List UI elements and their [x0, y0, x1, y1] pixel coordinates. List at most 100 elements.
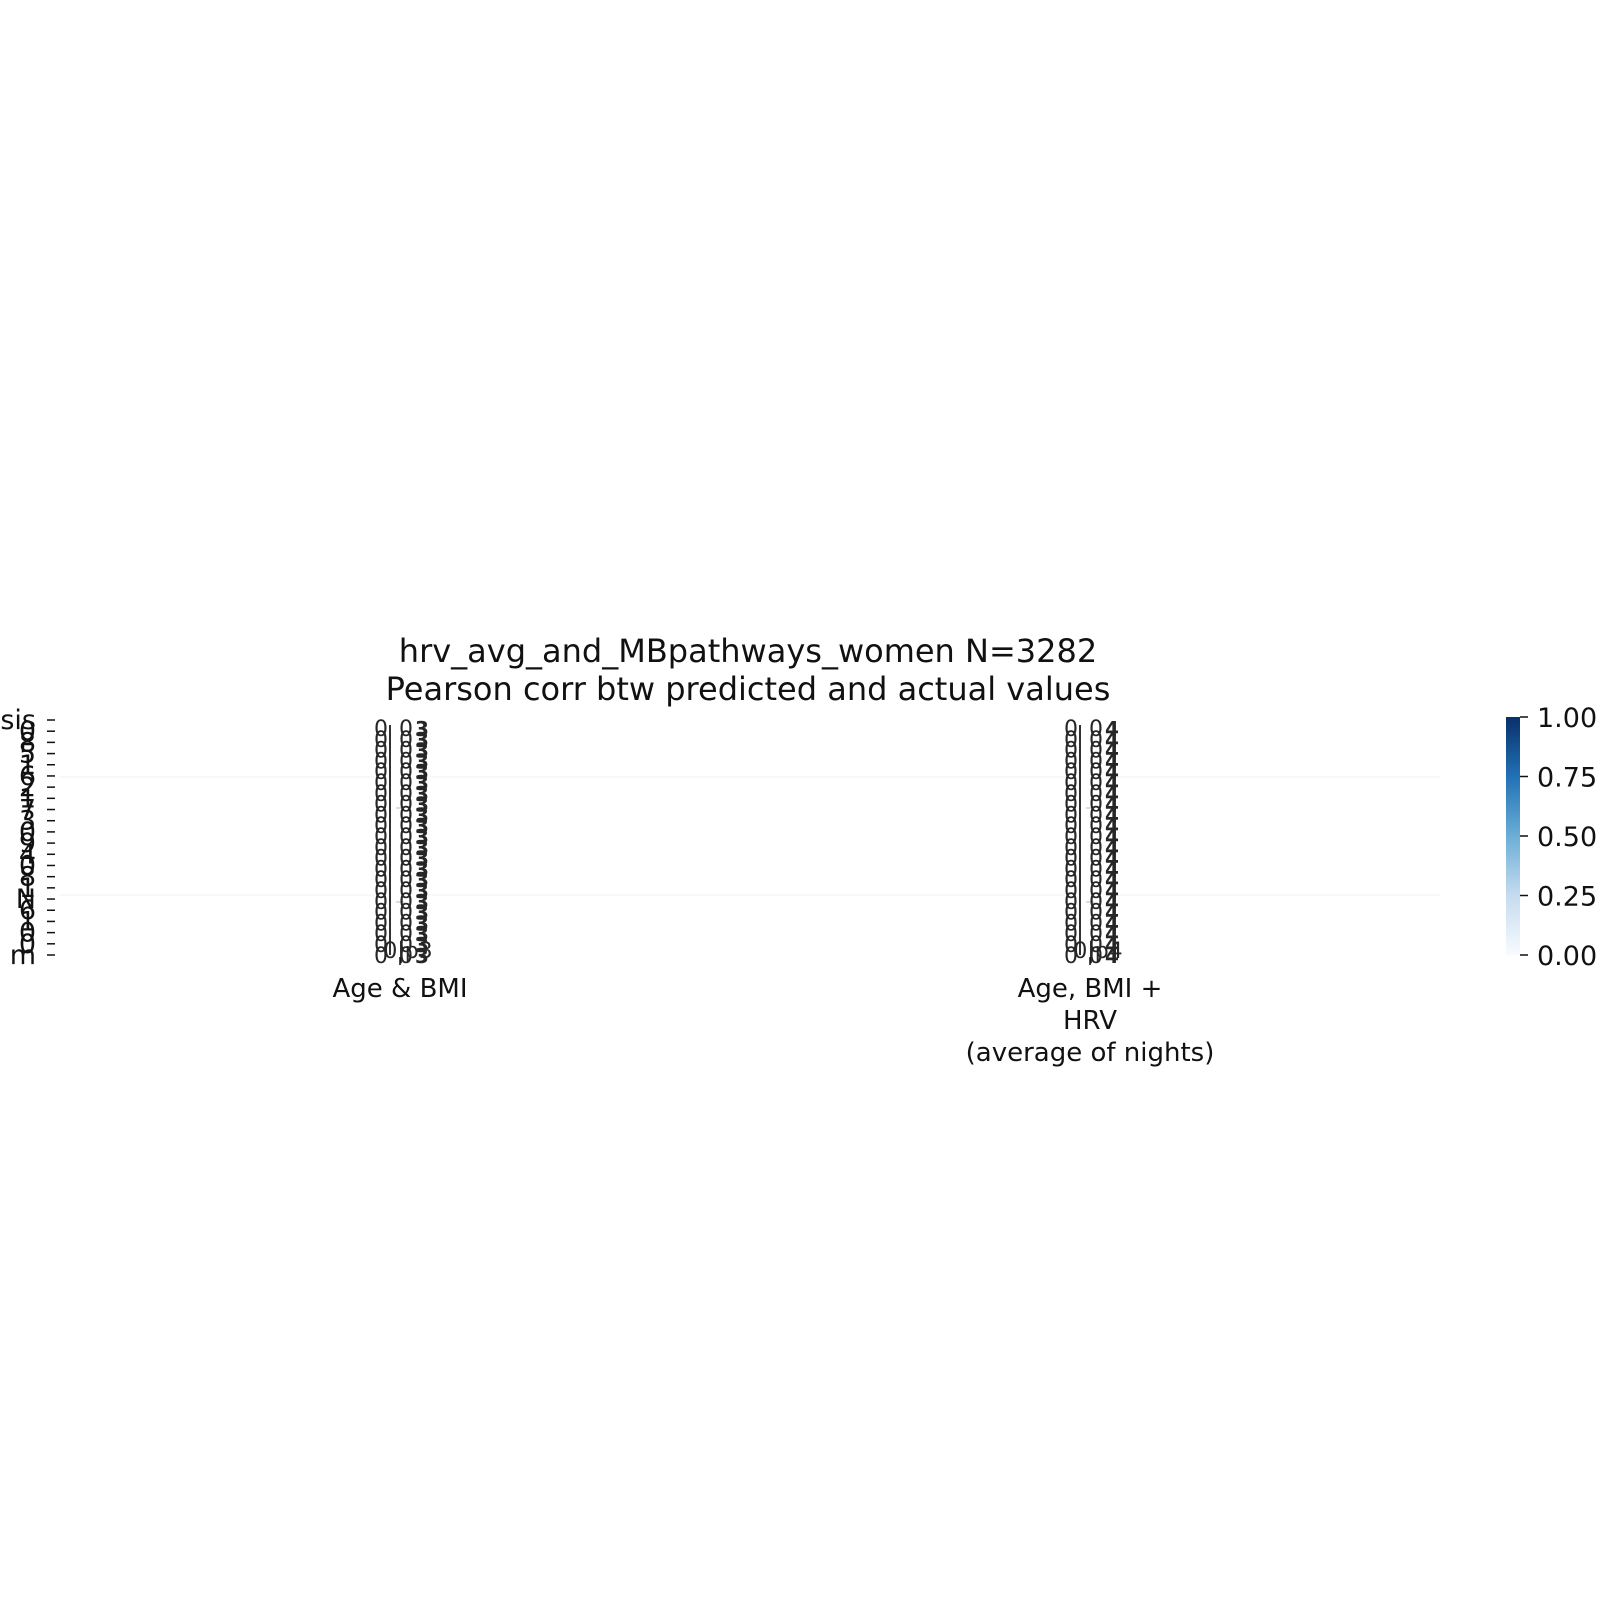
- heatmap-column: 0 0 30 0 30 0 30 0 30 0 30 0 30 0 30 0 30 0 30 0 30 0 30 0 30 0 30…: [374, 717, 433, 969]
- cell-annotation: 0: [374, 771, 388, 796]
- y-tick-label: N: [16, 884, 36, 915]
- x-tick-label-line: (average of nights): [966, 1038, 1215, 1068]
- cell-annotation: 0: [1064, 814, 1078, 839]
- colorbar-tick-label: 0.50: [1537, 822, 1597, 853]
- cell-annotation: 4: [1105, 890, 1119, 914]
- x-tick-label-line: Age, BMI +: [1018, 974, 1163, 1004]
- cell-annotation: 3: [415, 782, 429, 806]
- cell-annotation: 4: [1105, 868, 1119, 892]
- cell-annotation: 3: [415, 814, 429, 838]
- cell-annotation: 0: [374, 803, 388, 828]
- cell-annotation: 0: [399, 728, 413, 753]
- cell-annotation: 4: [1105, 911, 1119, 935]
- cell-annotation: 0: [399, 717, 413, 742]
- cell-annotation: 4: [1105, 944, 1119, 968]
- cell-annotation: 4: [1105, 933, 1119, 957]
- cell-annotation: 0: [1089, 890, 1103, 915]
- cell-annotation: 3: [415, 803, 429, 827]
- cell-annotation: 0: [374, 890, 388, 915]
- cell-annotation: 0: [374, 901, 388, 926]
- cell-annotation: 0: [1089, 933, 1103, 958]
- cell-annotation: 0: [1064, 717, 1078, 742]
- y-tick-label: 8: [19, 862, 36, 893]
- cell-annotation: 0: [1089, 771, 1103, 796]
- cell-annotation: 0: [1089, 857, 1103, 882]
- cell-annotation: 0: [374, 933, 388, 958]
- cell-annotation: 0: [1064, 901, 1078, 926]
- cell-annotation: 4: [1105, 847, 1119, 871]
- y-tick-label: 5: [19, 739, 36, 770]
- cell-annotation: 0: [374, 739, 388, 764]
- y-tick-label: 1: [19, 783, 36, 814]
- cell-annotation: 4: [1105, 717, 1119, 741]
- cell-annotation: 0: [374, 814, 388, 839]
- cell-value: 0|p4: [1073, 939, 1122, 964]
- y-tick-label: 9: [19, 828, 36, 859]
- cell-annotation: 0: [1064, 793, 1078, 818]
- cell-annotation: 0: [399, 803, 413, 828]
- y-tick-label: 1: [19, 750, 36, 781]
- cell-annotation: 4: [1105, 825, 1119, 849]
- cell-annotation: 3: [415, 868, 429, 892]
- cell-annotation: 0: [399, 944, 413, 969]
- cell-annotation: 0: [1064, 803, 1078, 828]
- cell-annotation: 0: [1064, 760, 1078, 785]
- cell-annotation: 0: [374, 717, 388, 742]
- cell-annotation: 0: [1089, 793, 1103, 818]
- colorbar-tick-label: 0.25: [1537, 882, 1597, 913]
- cell-annotation: 4: [1105, 879, 1119, 903]
- cell-annotation: 0: [374, 836, 388, 861]
- cell-annotation: 0: [399, 814, 413, 839]
- y-tick-label: 0: [19, 716, 36, 747]
- cell-annotation: 4: [1105, 814, 1119, 838]
- y-tick-label: 6: [19, 895, 36, 926]
- cell-annotation: 0: [1089, 803, 1103, 828]
- cell-annotation: 0: [1089, 944, 1103, 969]
- cell-annotation: 4: [1105, 836, 1119, 860]
- cell-annotation: 0: [1064, 771, 1078, 796]
- y-tick-label: 0: [19, 850, 36, 881]
- cell-annotation: 3: [415, 749, 429, 773]
- cell-annotation: 0: [374, 911, 388, 936]
- cell-annotation: 0: [1064, 944, 1078, 969]
- cell-annotation: 0: [1089, 782, 1103, 807]
- cell-annotation: 0: [1089, 847, 1103, 872]
- cell-annotation: 0: [399, 749, 413, 774]
- y-tick-label: 2: [19, 772, 36, 803]
- cell-annotation: 4: [1105, 749, 1119, 773]
- cell-annotation: 0: [374, 879, 388, 904]
- cell-annotation: 0: [399, 868, 413, 893]
- x-tick-label: Age & BMI: [332, 974, 467, 1004]
- cell-annotation: 0: [399, 825, 413, 850]
- cell-annotation: 3: [415, 933, 429, 957]
- y-tick-label: 0: [19, 929, 36, 960]
- title-line: hrv_avg_and_MBpathways_women N=3282: [399, 632, 1097, 670]
- cell-annotation: 3: [415, 911, 429, 935]
- cell-annotation: 3: [415, 793, 429, 817]
- cell-annotation: 0: [399, 922, 413, 947]
- cell-annotation: 0: [399, 739, 413, 764]
- cell-annotation: 0: [374, 847, 388, 872]
- y-tick-label: 3: [19, 806, 36, 837]
- cell-annotation: 3: [415, 890, 429, 914]
- cell-annotation: 3: [415, 825, 429, 849]
- cell-annotation: 0: [1064, 749, 1078, 774]
- cell-annotation: 3: [415, 728, 429, 752]
- cell-annotation: 0: [1064, 890, 1078, 915]
- cell-annotation: 0: [399, 847, 413, 872]
- cell-annotation: 0: [374, 857, 388, 882]
- cell-annotation: 4: [1105, 782, 1119, 806]
- cell-annotation: 0: [1064, 868, 1078, 893]
- cell-annotation: 0: [399, 890, 413, 915]
- cell-annotation: 4: [1105, 922, 1119, 946]
- cell-annotation: 4: [1105, 760, 1119, 784]
- cell-annotation: 0: [374, 793, 388, 818]
- cell-annotation: 0: [399, 793, 413, 818]
- cell-annotation: 0: [1089, 749, 1103, 774]
- cell-annotation: 0: [399, 836, 413, 861]
- colorbar-tick-label: 1.00: [1537, 703, 1597, 734]
- heatmap-cell: [378, 718, 422, 956]
- cell-annotation: 0: [1064, 879, 1078, 904]
- cell-annotation: 0: [374, 760, 388, 785]
